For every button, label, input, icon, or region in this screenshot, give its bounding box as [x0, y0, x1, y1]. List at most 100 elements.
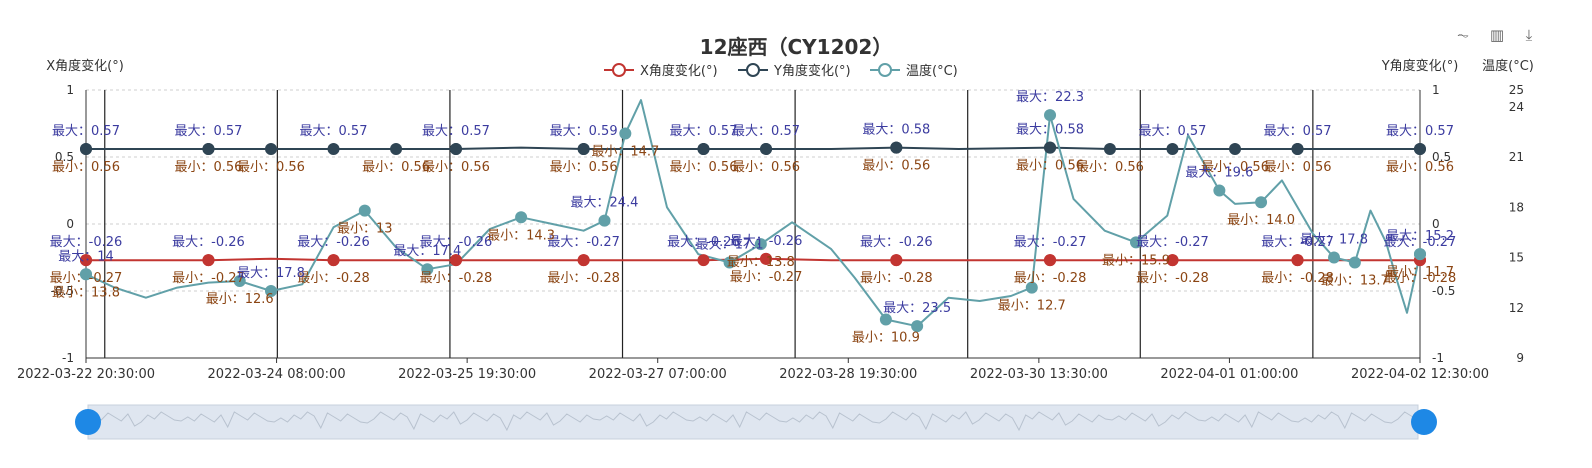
max-value-label: 最大：0.57: [1139, 124, 1207, 139]
min-value-label: 最小：-0.28: [297, 271, 370, 286]
extreme-marker: [264, 142, 277, 155]
extreme-marker: [1414, 248, 1426, 261]
min-value-label: 最小：-0.28: [1384, 271, 1457, 286]
extreme-marker: [1166, 254, 1179, 267]
extreme-marker: [598, 214, 611, 227]
min-value-label: 最小：0.56: [1076, 160, 1144, 175]
min-value-label: 最小：12.6: [206, 292, 274, 307]
min-value-label: 最小：13: [337, 222, 393, 237]
download-icon[interactable]: ⤓: [1525, 26, 1533, 44]
min-value-label: 最小：-0.28: [420, 271, 493, 286]
x-tick-label: 2022-04-02 12:30:00: [1351, 367, 1489, 382]
legend-label: Y角度变化(°): [773, 63, 851, 79]
extreme-marker: [1025, 281, 1038, 294]
max-value-label: 最大：-0.26: [667, 235, 740, 250]
max-value-label: 最大：17.1: [696, 238, 764, 253]
zoom-start-handle: [75, 409, 101, 435]
y-left-tick-label: 1: [66, 83, 74, 97]
legend[interactable]: X角度变化(°) Y角度变化(°) 温度(°C): [604, 63, 958, 79]
bar-chart-toggle-icon[interactable]: ▥: [1489, 26, 1505, 44]
max-value-label: 最大：0.57: [174, 124, 242, 139]
extreme-marker: [697, 142, 710, 155]
y-temp-tick-label: 21: [1509, 150, 1524, 164]
y-right-tick-label: -1: [1432, 351, 1444, 365]
y-temp-tick-label: 9: [1516, 351, 1524, 365]
min-value-label: 最小：0.56: [422, 160, 490, 175]
min-value-label: 最小：0.56: [670, 160, 738, 175]
line-chart-toggle-icon[interactable]: ⏦: [1456, 26, 1470, 44]
max-value-label: 最大：-0.26: [420, 235, 493, 250]
y-right-tick-label: 0.5: [1432, 150, 1451, 164]
min-value-label: 最小：-0.28: [1014, 271, 1087, 286]
x-tick-label: 2022-03-22 20:30:00: [17, 367, 155, 382]
markers: [80, 109, 1426, 333]
series: [85, 99, 1421, 328]
min-value-label: 最小：0.56: [1264, 160, 1332, 175]
y-left-tick-label: 0: [66, 217, 74, 231]
zoom-end-handle: [1411, 409, 1437, 435]
y-temp-tick-label: 12: [1509, 301, 1524, 315]
series-line-temperature: [85, 99, 1421, 328]
min-value-label: 最小：0.56: [862, 159, 930, 174]
y-left-tick-label: 0.5: [55, 150, 74, 164]
min-value-label: 最小：0.56: [52, 160, 120, 175]
x-tick-label: 2022-03-24 08:00:00: [208, 367, 346, 382]
zoom-preview-line: [87, 411, 1419, 432]
extreme-marker: [327, 142, 340, 155]
max-value-label: 最大：-0.26: [860, 235, 933, 250]
extreme-marker: [1166, 142, 1179, 155]
max-value-label: 最大：24.4: [571, 196, 639, 211]
min-value-label: 最小：11.7: [1386, 265, 1454, 280]
min-value-label: 最小：0.56: [174, 160, 242, 175]
min-value-label: 最小：-0.28: [860, 271, 933, 286]
min-value-label: 最小：-0.27: [50, 271, 123, 286]
max-value-label: 最大：23.5: [883, 301, 951, 316]
max-value-label: 最大：-0.27: [1384, 235, 1457, 250]
extreme-marker: [449, 254, 462, 267]
extreme-marker: [1130, 236, 1143, 249]
extreme-marker: [1103, 142, 1116, 155]
y-right-tick-label: 0: [1432, 217, 1440, 231]
extreme-marker: [1291, 142, 1304, 155]
min-value-label: 最小：-0.27: [172, 271, 245, 286]
y-right-axis-label: Y角度变化(°): [1381, 58, 1459, 74]
zoom-track: [87, 404, 1419, 440]
max-value-label: 最大：0.58: [1016, 123, 1084, 138]
max-value-label: 最大：-0.27: [1136, 235, 1209, 250]
legend-marker: [878, 63, 892, 77]
min-value-label: 最小：0.56: [362, 160, 430, 175]
min-value-label: 最小：13.8: [727, 255, 795, 270]
extreme-marker: [327, 254, 340, 267]
data-zoom-slider[interactable]: [75, 404, 1437, 440]
max-value-label: 最大：17.8: [237, 266, 305, 281]
extreme-marker: [1255, 196, 1268, 209]
min-value-label: 最小：13.8: [52, 285, 120, 300]
max-value-label: 最大：14: [58, 249, 114, 264]
max-value-label: 最大：0.58: [862, 123, 930, 138]
max-value-label: 最大：0.57: [52, 124, 120, 139]
x-tick-label: 2022-03-28 19:30:00: [779, 367, 917, 382]
extreme-marker: [1044, 254, 1057, 267]
y-left-axis-label: X角度变化(°): [46, 58, 124, 74]
max-value-label: 最大：0.57: [1386, 124, 1454, 139]
max-value-label: 最大：0.59: [550, 124, 618, 139]
max-value-label: 最大：0.57: [732, 124, 800, 139]
extreme-marker: [577, 254, 590, 267]
legend-marker: [612, 63, 626, 77]
extreme-marker: [1414, 142, 1426, 155]
min-value-label: 最小：0.56: [237, 160, 305, 175]
min-value-label: 最小：-0.28: [1136, 271, 1209, 286]
extreme-marker: [760, 142, 773, 155]
legend-marker: [746, 63, 760, 77]
extreme-marker: [577, 142, 590, 155]
min-value-label: 最小：14.3: [487, 228, 555, 243]
y-right-tick-label: -0.5: [1432, 284, 1455, 298]
extreme-marker: [449, 142, 462, 155]
extreme-marker: [1044, 141, 1057, 154]
x-tick-label: 2022-03-27 07:00:00: [589, 367, 727, 382]
extreme-marker: [515, 211, 528, 224]
extreme-marker: [358, 204, 371, 217]
legend-label: 温度(°C): [906, 63, 958, 79]
x-tick-label: 2022-04-01 01:00:00: [1160, 367, 1298, 382]
extreme-marker: [421, 263, 434, 276]
